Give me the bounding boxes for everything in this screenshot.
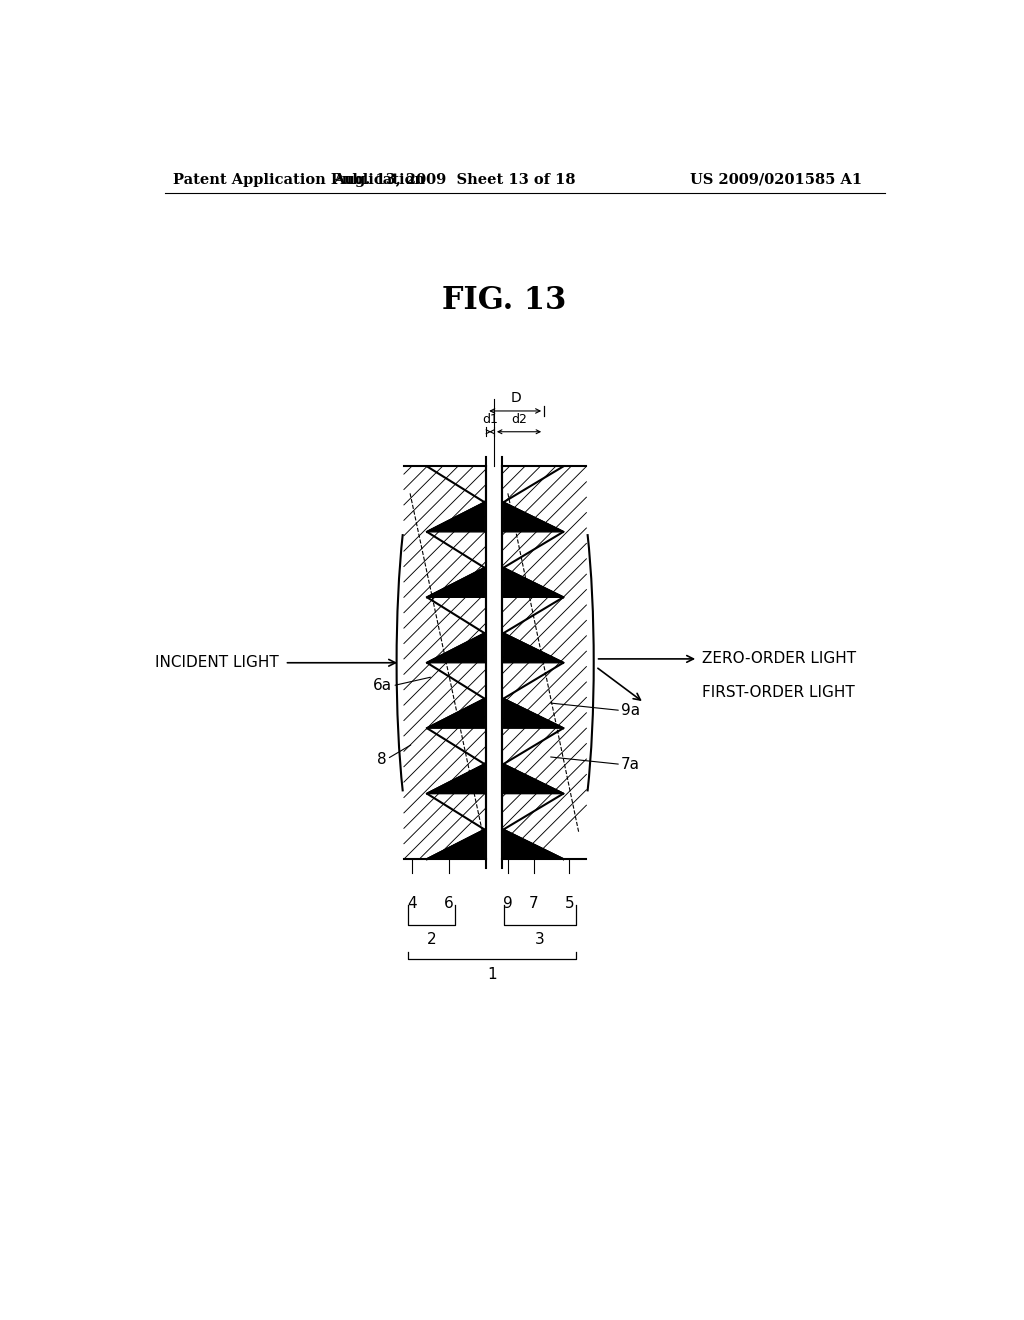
Text: Aug. 13, 2009  Sheet 13 of 18: Aug. 13, 2009 Sheet 13 of 18 — [333, 173, 575, 187]
Text: 6a: 6a — [373, 678, 392, 693]
Polygon shape — [503, 830, 563, 859]
Text: FIRST-ORDER LIGHT: FIRST-ORDER LIGHT — [701, 685, 855, 700]
Polygon shape — [503, 503, 563, 532]
Text: 7a: 7a — [621, 756, 640, 772]
Text: 7: 7 — [529, 896, 539, 911]
Polygon shape — [427, 634, 484, 663]
Text: 1: 1 — [486, 968, 497, 982]
Text: ZERO-ORDER LIGHT: ZERO-ORDER LIGHT — [701, 651, 856, 667]
Text: Patent Application Publication: Patent Application Publication — [173, 173, 425, 187]
Text: 4: 4 — [407, 896, 417, 911]
Text: 2: 2 — [426, 932, 436, 948]
Polygon shape — [503, 568, 563, 598]
Polygon shape — [503, 698, 563, 729]
Text: D: D — [510, 391, 521, 405]
Text: d2: d2 — [511, 413, 527, 426]
Polygon shape — [427, 503, 484, 532]
Text: 3: 3 — [535, 932, 545, 948]
Polygon shape — [503, 634, 563, 663]
Polygon shape — [427, 764, 484, 793]
Text: INCIDENT LIGHT: INCIDENT LIGHT — [156, 655, 280, 671]
Text: d1: d1 — [482, 413, 498, 426]
Polygon shape — [427, 698, 484, 729]
Polygon shape — [427, 568, 484, 598]
Text: 6: 6 — [443, 896, 454, 911]
Text: FIG. 13: FIG. 13 — [441, 285, 566, 317]
Text: 5: 5 — [564, 896, 574, 911]
Text: 9: 9 — [503, 896, 513, 911]
Text: 8: 8 — [378, 751, 387, 767]
Text: 9a: 9a — [621, 704, 640, 718]
Polygon shape — [503, 764, 563, 793]
Text: US 2009/0201585 A1: US 2009/0201585 A1 — [690, 173, 862, 187]
Polygon shape — [427, 830, 484, 859]
